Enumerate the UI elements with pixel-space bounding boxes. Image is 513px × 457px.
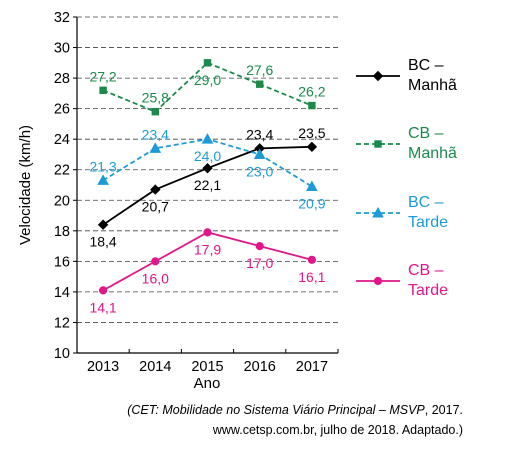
series-0 xyxy=(97,141,318,230)
legend-item: CB – Manhã xyxy=(356,124,506,174)
series-3 xyxy=(99,228,316,295)
caption-source: (CET: Mobilidade no Sistema Viário Princ… xyxy=(127,403,425,417)
square-marker xyxy=(308,101,316,110)
triangle-marker xyxy=(201,133,214,144)
data-label: 16,0 xyxy=(142,270,169,286)
data-label: 26,2 xyxy=(298,84,325,100)
triangle-marker xyxy=(306,180,318,192)
circle-marker xyxy=(151,257,160,266)
data-label: 23,5 xyxy=(298,125,325,141)
series-line xyxy=(102,61,313,113)
legend-label: BC – Tarde xyxy=(408,194,449,231)
x-tick-label: 2015 xyxy=(191,359,223,375)
circle-marker xyxy=(373,276,383,286)
x-tick-label: 2017 xyxy=(296,359,328,375)
data-label: 23,4 xyxy=(142,126,169,142)
square-marker xyxy=(151,107,160,116)
data-label: 23,4 xyxy=(246,126,273,142)
legend-swatch xyxy=(356,276,400,286)
y-tick-label: 20 xyxy=(54,193,70,209)
caption-line-2: www.cetsp.com.br, julho de 2018. Adaptad… xyxy=(212,423,463,437)
data-label: 23,0 xyxy=(246,163,273,179)
data-label: 17,9 xyxy=(194,241,221,257)
square-marker xyxy=(256,80,264,88)
y-tick-label: 30 xyxy=(54,41,70,57)
square-marker xyxy=(374,140,382,148)
data-label: 24,0 xyxy=(194,148,221,164)
data-label: 20,7 xyxy=(142,199,169,215)
series-2 xyxy=(97,133,318,192)
data-label: 18,4 xyxy=(89,234,116,250)
series-layer xyxy=(97,59,318,295)
diamond-marker xyxy=(372,70,384,82)
y-tick-label: 12 xyxy=(54,315,70,331)
x-axis-label: Ano xyxy=(194,375,221,392)
data-label: 25,8 xyxy=(142,90,169,106)
legend-item: BC – Tarde xyxy=(356,193,506,243)
legend-item: BC – Manhã xyxy=(356,56,506,106)
data-label: 16,1 xyxy=(298,269,325,285)
circle-marker xyxy=(255,241,264,251)
axes: 10 12 14 16 18 20 22 24 26 28 30 32 2013 2014 2015 2016… xyxy=(54,10,339,375)
legend-label: CB – Tarde xyxy=(408,262,449,299)
caption-line-1: (CET: Mobilidade no Sistema Viário Princ… xyxy=(3,400,463,420)
legend-label: BC – Manhã xyxy=(408,57,457,94)
x-tick-label: 2014 xyxy=(139,359,171,375)
diamond-marker xyxy=(97,219,109,230)
diamond-marker xyxy=(202,162,213,174)
circle-marker xyxy=(99,286,108,295)
diamond-marker xyxy=(306,141,318,153)
source-caption: (CET: Mobilidade no Sistema Viário Princ… xyxy=(3,400,463,440)
y-tick-label: 16 xyxy=(54,254,70,270)
triangle-marker xyxy=(253,148,266,159)
data-label: 27,6 xyxy=(246,62,273,78)
triangle-marker xyxy=(97,174,109,185)
circle-marker xyxy=(307,255,316,264)
data-label: 17,0 xyxy=(246,255,273,271)
series-1 xyxy=(99,59,316,116)
x-tick-label: 2013 xyxy=(87,359,119,375)
caption-year: , 2017. xyxy=(424,403,463,417)
y-tick-label: 32 xyxy=(54,10,70,26)
triangle-marker xyxy=(149,142,162,153)
y-tick-label: 28 xyxy=(54,71,70,87)
data-label: 21,3 xyxy=(89,158,116,174)
legend-swatch xyxy=(356,70,400,82)
data-label: 29,0 xyxy=(194,72,221,88)
data-label: 27,2 xyxy=(89,68,116,84)
legend-swatch xyxy=(356,206,400,218)
triangle-marker xyxy=(372,206,384,218)
circle-marker xyxy=(203,228,212,237)
y-tick-label: 26 xyxy=(54,102,70,118)
data-label: 20,9 xyxy=(298,196,325,212)
y-tick-label: 24 xyxy=(54,132,70,148)
y-tick-label: 18 xyxy=(54,224,70,240)
legend-label: CB – Manhã xyxy=(408,125,457,162)
square-marker xyxy=(99,86,107,95)
data-labels: 18,4 20,7 22,1 23,4 23,5 27,2 25,8 29,0 27,6 26,2… xyxy=(89,62,325,315)
square-marker xyxy=(203,59,212,67)
y-tick-label: 14 xyxy=(54,285,70,301)
data-label: 22,1 xyxy=(194,177,221,193)
legend-swatch xyxy=(356,140,400,148)
data-label: 14,1 xyxy=(89,299,116,315)
diamond-marker xyxy=(150,184,161,195)
y-tick-label: 22 xyxy=(54,163,70,179)
x-tick-label: 2016 xyxy=(244,359,276,375)
legend-item: CB – Tarde xyxy=(356,261,506,311)
y-axis-label: Velocidade (km/h) xyxy=(17,125,34,245)
y-tick-label: 10 xyxy=(54,346,70,362)
